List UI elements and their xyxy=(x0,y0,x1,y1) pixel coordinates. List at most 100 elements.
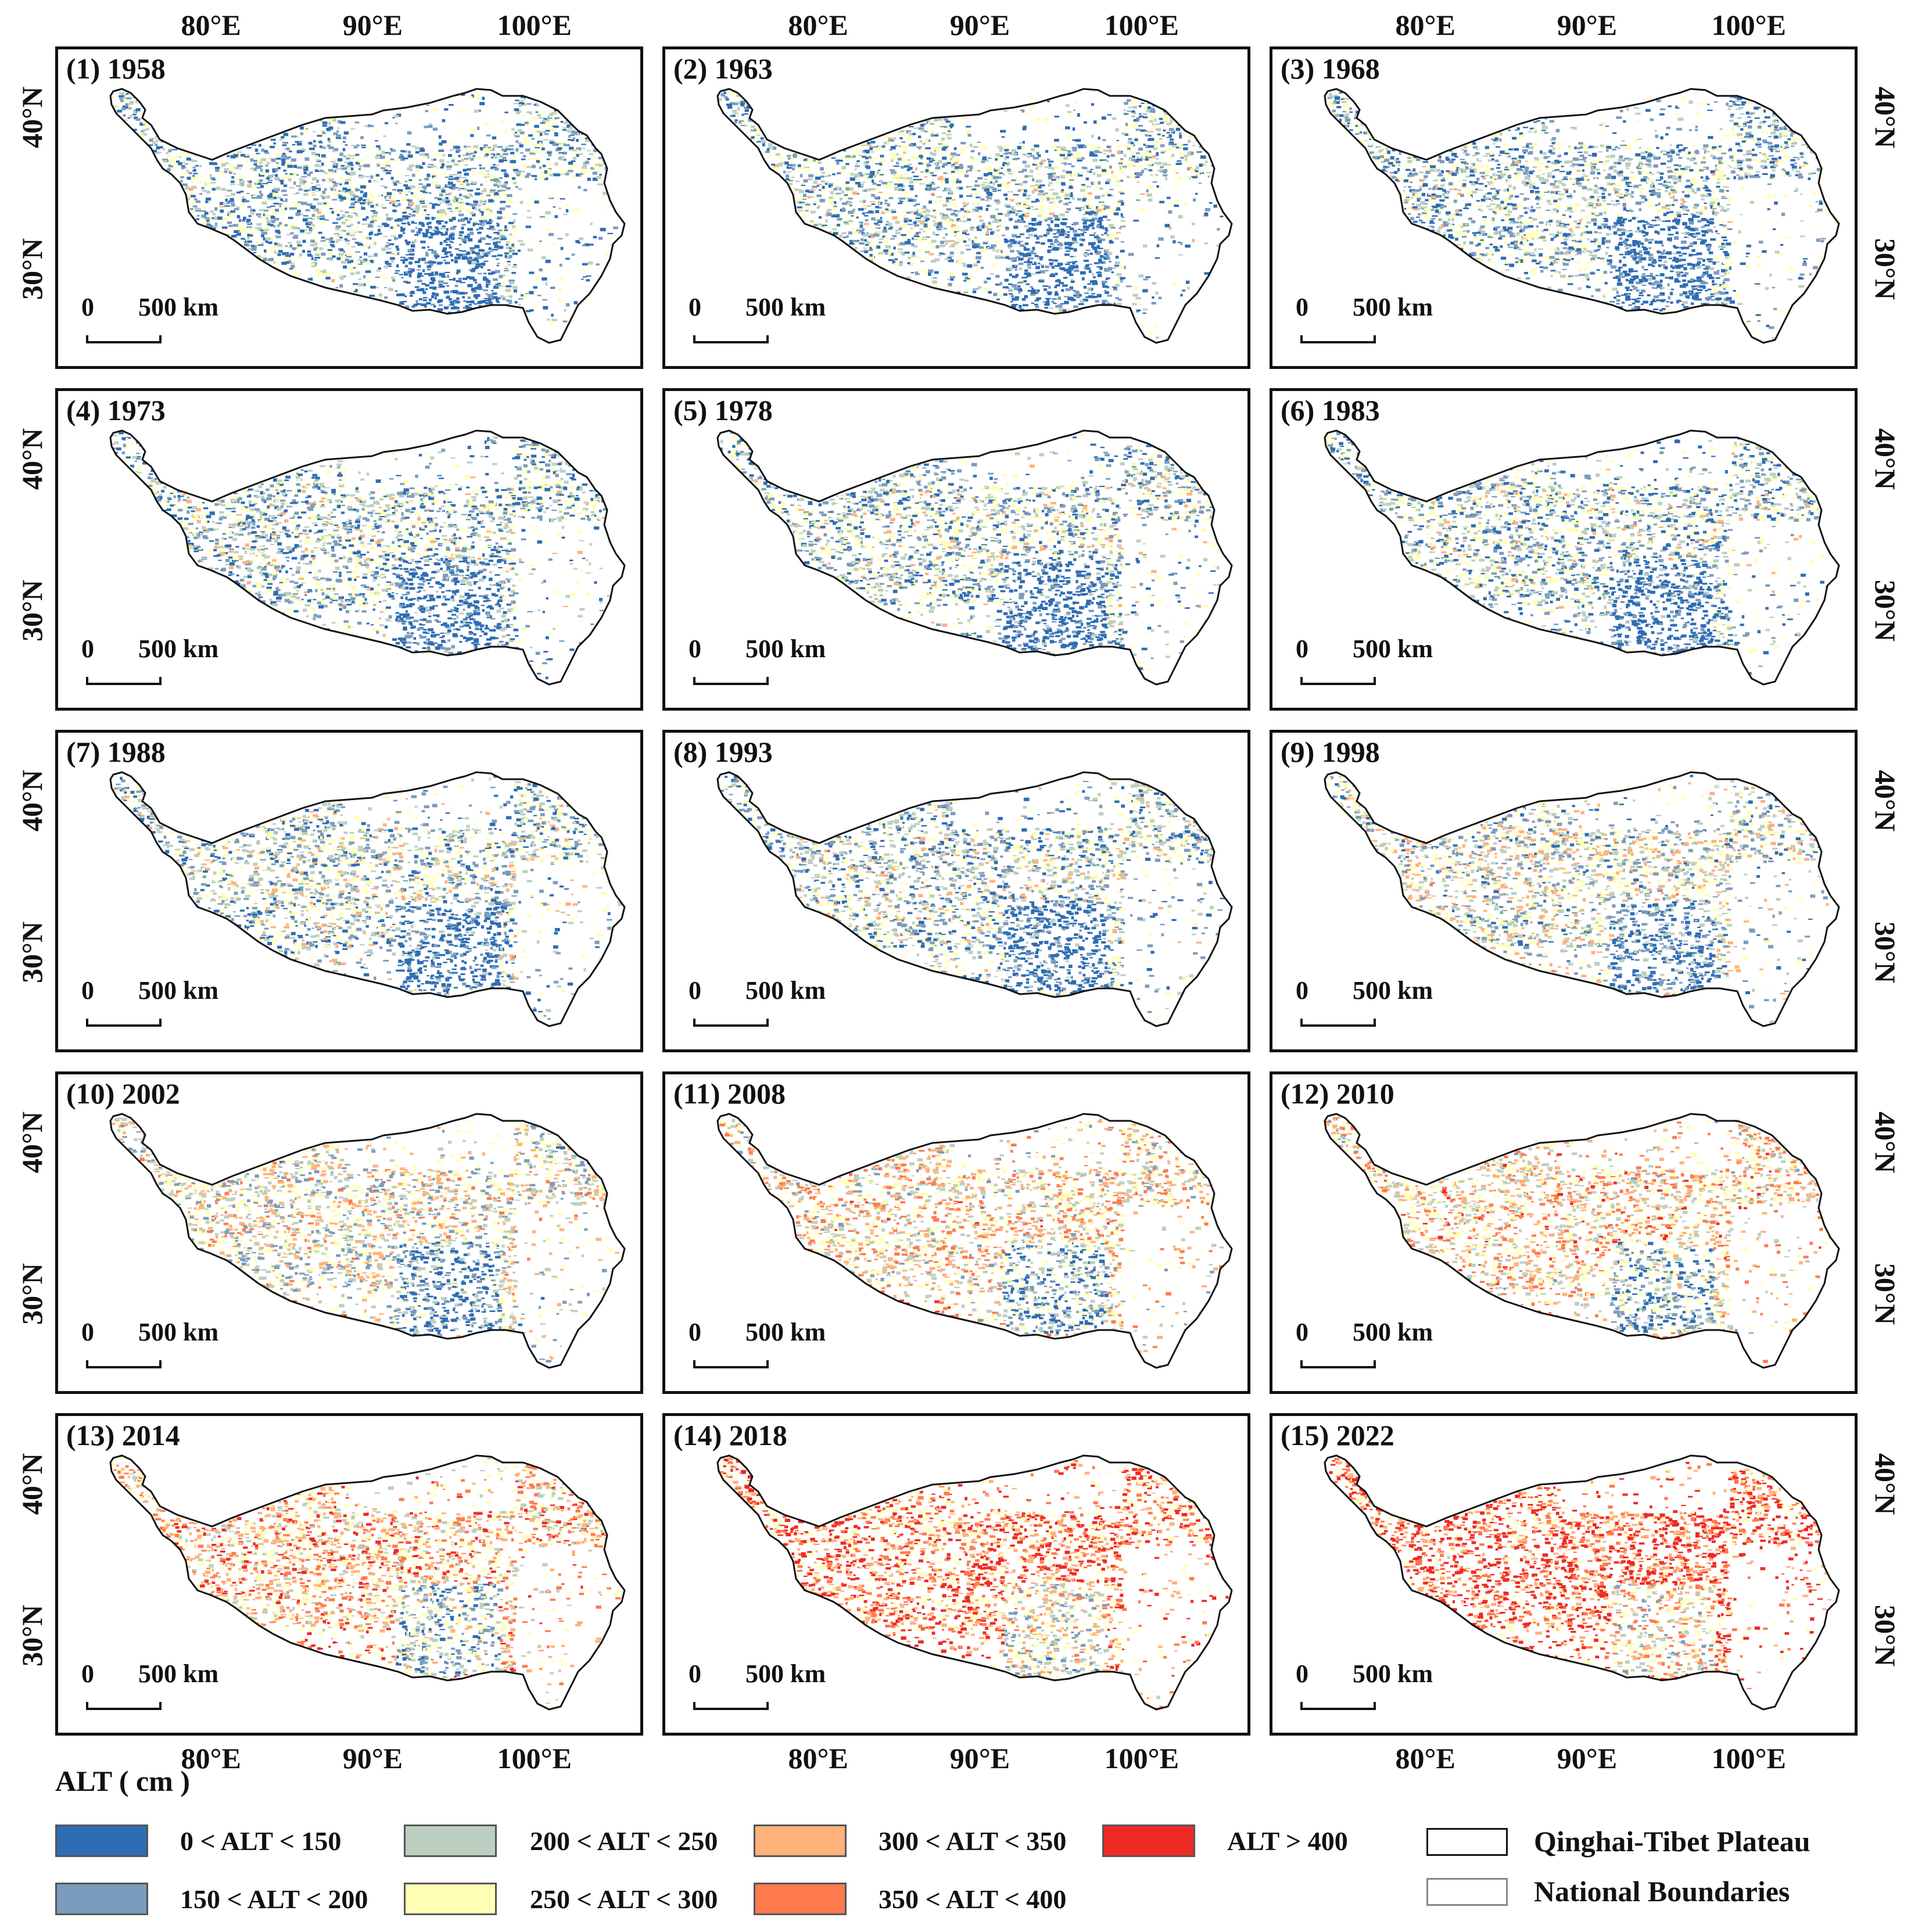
alt-pixel xyxy=(329,243,334,246)
alt-pixel xyxy=(386,196,390,200)
alt-pixel xyxy=(358,198,363,200)
alt-pixel xyxy=(428,221,432,224)
alt-pixel xyxy=(427,269,431,271)
alt-pixel xyxy=(435,271,438,274)
alt-pixel xyxy=(339,248,344,252)
alt-pixel xyxy=(562,158,567,161)
alt-pixel xyxy=(835,159,841,162)
alt-pixel xyxy=(328,272,333,275)
alt-pixel xyxy=(1020,182,1023,186)
alt-pixel xyxy=(1069,113,1071,116)
alt-pixel xyxy=(439,210,444,214)
alt-pixel xyxy=(805,210,809,212)
alt-pixel xyxy=(576,147,581,151)
alt-pixel xyxy=(1166,123,1172,126)
alt-pixel xyxy=(872,182,877,185)
alt-pixel xyxy=(303,193,309,196)
alt-pixel xyxy=(909,144,913,146)
alt-pixel xyxy=(458,107,462,110)
alt-pixel xyxy=(874,223,879,225)
alt-pixel xyxy=(876,245,881,249)
alt-pixel xyxy=(1050,145,1056,148)
alt-pixel xyxy=(1016,236,1021,238)
alt-pixel xyxy=(808,191,813,193)
alt-pixel xyxy=(1118,279,1121,283)
alt-pixel xyxy=(505,216,511,218)
alt-pixel xyxy=(452,174,458,176)
alt-pixel xyxy=(804,193,807,196)
alt-pixel xyxy=(326,257,330,260)
alt-pixel xyxy=(543,306,548,310)
alt-pixel xyxy=(503,270,510,271)
alt-pixel xyxy=(396,200,400,202)
alt-pixel xyxy=(209,162,215,165)
alt-pixel xyxy=(1073,222,1077,225)
alt-pixel xyxy=(1028,223,1033,225)
alt-pixel xyxy=(1018,171,1024,173)
alt-pixel xyxy=(981,225,985,229)
alt-pixel xyxy=(966,170,972,171)
alt-pixel xyxy=(215,167,220,170)
alt-pixel xyxy=(794,188,798,191)
alt-pixel xyxy=(327,249,332,251)
alt-pixel xyxy=(1008,210,1012,213)
alt-pixel xyxy=(741,121,747,125)
alt-pixel xyxy=(950,155,955,158)
alt-pixel xyxy=(930,171,934,174)
alt-pixel xyxy=(300,178,306,182)
alt-pixel xyxy=(470,248,474,252)
alt-pixel xyxy=(597,183,603,186)
alt-pixel xyxy=(906,177,912,180)
alt-pixel xyxy=(1173,144,1178,145)
alt-pixel xyxy=(407,249,413,253)
alt-pixel xyxy=(424,273,429,275)
alt-pixel xyxy=(1022,141,1025,144)
alt-pixel xyxy=(370,285,376,289)
alt-pixel xyxy=(945,197,952,199)
alt-pixel xyxy=(512,181,517,185)
alt-pixel xyxy=(349,215,353,218)
alt-pixel xyxy=(230,200,234,202)
alt-pixel xyxy=(324,165,328,167)
alt-pixel xyxy=(478,109,481,112)
alt-pixel xyxy=(476,98,481,101)
alt-pixel xyxy=(585,139,590,142)
alt-pixel xyxy=(246,182,249,184)
alt-pixel xyxy=(1067,153,1073,157)
alt-pixel xyxy=(1159,200,1165,203)
alt-pixel xyxy=(231,235,237,238)
alt-pixel xyxy=(560,121,564,123)
alt-pixel xyxy=(384,169,388,171)
alt-pixel xyxy=(531,116,536,120)
alt-pixel xyxy=(253,209,256,212)
alt-pixel xyxy=(497,217,501,220)
alt-pixel xyxy=(247,154,250,156)
alt-pixel xyxy=(899,159,905,162)
alt-pixel xyxy=(1074,152,1080,155)
alt-pixel xyxy=(808,159,812,163)
alt-pixel xyxy=(1093,214,1098,217)
alt-pixel xyxy=(899,137,903,139)
alt-pixel xyxy=(444,306,450,308)
alt-pixel xyxy=(513,289,517,293)
alt-pixel xyxy=(355,251,360,253)
alt-pixel xyxy=(284,207,288,210)
alt-pixel xyxy=(356,144,360,146)
alt-pixel xyxy=(378,148,381,150)
alt-pixel xyxy=(217,216,223,220)
alt-pixel xyxy=(850,173,854,175)
alt-pixel xyxy=(505,149,511,150)
alt-pixel xyxy=(921,209,924,212)
alt-pixel xyxy=(405,187,410,190)
alt-pixel xyxy=(989,247,994,249)
alt-pixel xyxy=(376,193,382,196)
alt-pixel xyxy=(243,157,250,160)
alt-pixel xyxy=(870,207,876,209)
alt-pixel xyxy=(985,225,989,228)
alt-pixel xyxy=(277,196,281,199)
alt-pixel xyxy=(973,263,978,267)
alt-pixel xyxy=(551,286,555,288)
alt-pixel xyxy=(432,175,436,178)
alt-pixel xyxy=(534,124,539,128)
alt-pixel xyxy=(948,255,953,257)
